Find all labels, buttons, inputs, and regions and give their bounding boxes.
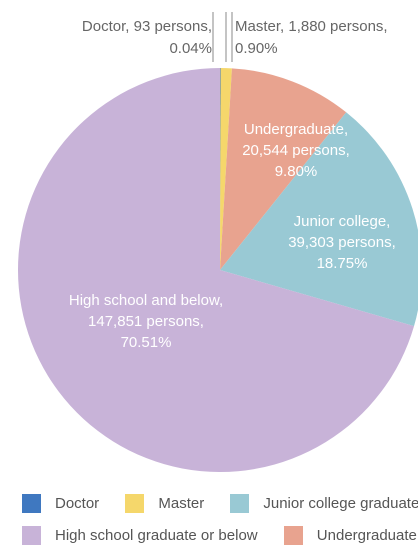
legend-label-master: Master [158, 495, 205, 512]
callout-doctor-line-2: 0.04% [169, 40, 212, 57]
callout-master-line-1: Master, 1,880 persons, [235, 18, 388, 35]
legend-swatch-junior-college [230, 494, 250, 513]
legend-label-undergraduate: Undergraduate [316, 527, 417, 544]
slice-label-undergraduate: Undergraduate, 20,544 persons, 9.80% [242, 121, 350, 180]
legend-item-doctor: Doctor [22, 494, 99, 513]
legend-swatch-high-school [22, 526, 41, 545]
slice-label-junior-college: Junior college, 39,303 persons, 18.75% [288, 213, 396, 272]
callout-doctor: Doctor, 93 persons, 0.04% [82, 16, 212, 60]
slice-label-line: 39,303 persons, [288, 234, 396, 251]
legend-swatch-master [125, 494, 145, 513]
slice-label-high-school: High school and below, 147,851 persons, 70… [69, 292, 223, 351]
pie-slice-high-school [17, 68, 415, 472]
slice-label-line: High school and below, [69, 292, 223, 309]
legend-row-2: High school graduate or below Undergradu… [22, 526, 418, 545]
callout-master: Master, 1,880 persons, 0.90% [235, 16, 388, 60]
legend-item-undergraduate: Undergraduate [283, 526, 417, 545]
legend-swatch-undergraduate [283, 526, 303, 545]
slice-label-line: Junior college, [294, 213, 391, 230]
legend-item-master: Master [125, 494, 204, 513]
slice-label-line: 18.75% [317, 255, 368, 272]
legend-swatch-doctor [22, 494, 41, 513]
legend-row-1: Doctor Master Junior college graduate [22, 494, 418, 513]
legend-label-high-school: High school graduate or below [55, 527, 258, 544]
legend-item-high-school: High school graduate or below [22, 526, 258, 545]
slice-label-line: 9.80% [275, 163, 318, 180]
slice-label-line: 70.51% [121, 334, 172, 351]
callout-master-line-2: 0.90% [235, 40, 278, 57]
pie-slice-undergraduate [220, 68, 347, 270]
pie-slice-master [220, 68, 232, 270]
pie-slice-junior-college [220, 112, 418, 327]
legend-label-junior-college: Junior college graduate [263, 495, 418, 512]
slice-label-line: 20,544 persons, [242, 142, 350, 159]
legend-item-junior-college: Junior college graduate [230, 494, 418, 513]
callout-doctor-line-1: Doctor, 93 persons, [81, 18, 212, 35]
slice-label-line: Undergraduate, [244, 121, 348, 138]
legend-label-doctor: Doctor [55, 495, 100, 512]
pie-slice-doctor [220, 67, 221, 270]
slice-label-line: 147,851 persons, [88, 313, 204, 330]
